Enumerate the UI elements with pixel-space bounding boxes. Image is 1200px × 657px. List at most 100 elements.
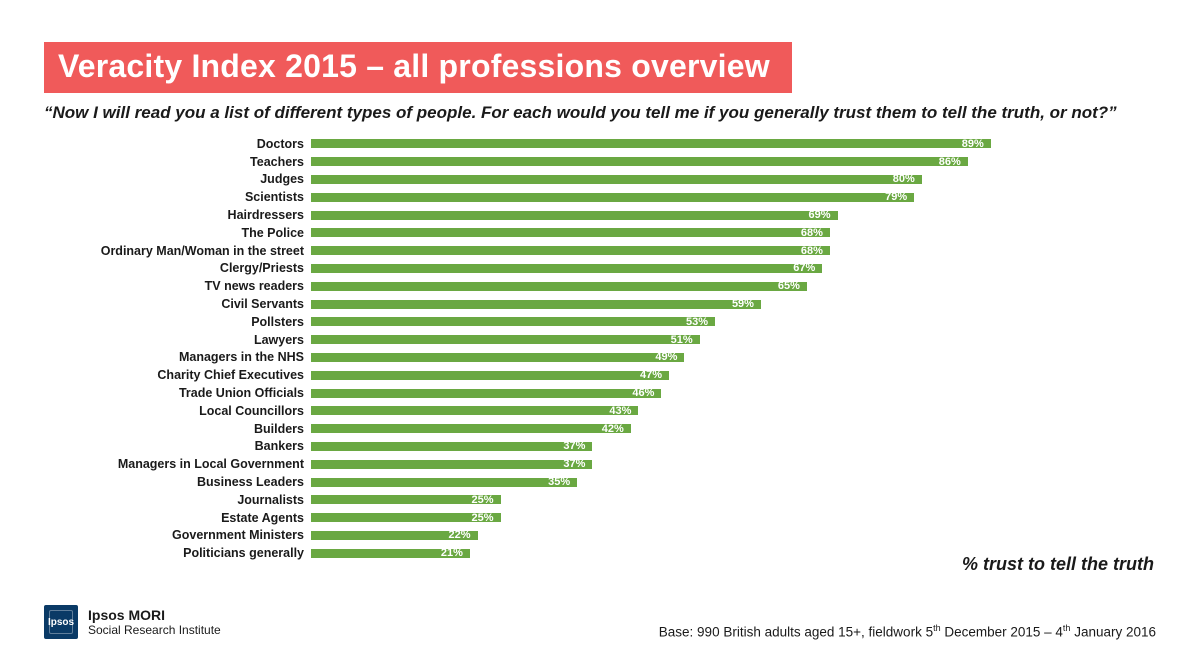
brand-block: Ipsos Ipsos MORI Social Research Institu… (44, 605, 221, 639)
chart-row: Bankers37% (44, 438, 1156, 456)
bar-value-label: 86% (939, 156, 961, 168)
axis-label: % trust to tell the truth (962, 554, 1154, 575)
bar-value-label: 89% (962, 138, 984, 150)
bar (310, 405, 639, 416)
chart-row-label: Builders (44, 422, 310, 436)
bar (310, 459, 593, 470)
chart-row-label: Business Leaders (44, 475, 310, 489)
bar-value-label: 25% (472, 512, 494, 524)
brand-name: Ipsos MORI (88, 607, 221, 623)
bar (310, 388, 662, 399)
bar-track: 47% (310, 370, 1076, 381)
bar-value-label: 69% (809, 209, 831, 221)
chart-row-label: Pollsters (44, 315, 310, 329)
bar-value-label: 68% (801, 227, 823, 239)
bar (310, 138, 992, 149)
bar-track: 37% (310, 459, 1076, 470)
base-note: Base: 990 British adults aged 15+, field… (659, 623, 1156, 640)
chart-row: TV news readers65% (44, 277, 1156, 295)
chart-row-label: Local Councillors (44, 404, 310, 418)
brand-text: Ipsos MORI Social Research Institute (88, 607, 221, 637)
chart-row: Ordinary Man/Woman in the street 68% (44, 242, 1156, 260)
chart-row: Doctors89% (44, 135, 1156, 153)
bar-track: 80% (310, 174, 1076, 185)
bar-value-label: 42% (602, 423, 624, 435)
bar-value-label: 37% (563, 440, 585, 452)
bar (310, 245, 831, 256)
bar-track: 25% (310, 494, 1076, 505)
bar-track: 69% (310, 210, 1076, 221)
chart-row-label: Ordinary Man/Woman in the street (44, 244, 310, 258)
bar-value-label: 43% (609, 405, 631, 417)
chart-row-label: Scientists (44, 190, 310, 204)
ipsos-logo-icon: Ipsos (44, 605, 78, 639)
bar-value-label: 53% (686, 316, 708, 328)
chart-row-label: Charity Chief Executives (44, 368, 310, 382)
chart-row: Business Leaders 35% (44, 473, 1156, 491)
bar-track: 68% (310, 245, 1076, 256)
chart-row: Journalists25% (44, 491, 1156, 509)
bar (310, 299, 762, 310)
chart-row-label: Clergy/Priests (44, 261, 310, 275)
bar-value-label: 47% (640, 369, 662, 381)
bar (310, 477, 578, 488)
chart-row-label: Managers in Local Government (44, 457, 310, 471)
base-note-part: January 2016 (1070, 624, 1156, 639)
bar-track: 51% (310, 334, 1076, 345)
bar-track: 43% (310, 405, 1076, 416)
chart-row: Local Councillors 43% (44, 402, 1156, 420)
chart-row-label: The Police (44, 226, 310, 240)
bar (310, 334, 701, 345)
bar (310, 352, 685, 363)
bar-value-label: 65% (778, 280, 800, 292)
chart-row: Hairdressers69% (44, 206, 1156, 224)
chart-row: Managers in the NHS 49% (44, 349, 1156, 367)
bar (310, 441, 593, 452)
bar (310, 192, 915, 203)
bar-value-label: 68% (801, 245, 823, 257)
bar-value-label: 37% (563, 458, 585, 470)
bar-track: 59% (310, 299, 1076, 310)
chart-row: The Police 68% (44, 224, 1156, 242)
bar-track: 49% (310, 352, 1076, 363)
bar-track: 79% (310, 192, 1076, 203)
bar (310, 174, 923, 185)
page-title: Veracity Index 2015 – all professions ov… (44, 42, 792, 93)
bar (310, 263, 823, 274)
bar-value-label: 59% (732, 298, 754, 310)
chart-row-label: Managers in the NHS (44, 350, 310, 364)
bar (310, 156, 969, 167)
bar-chart: Doctors89%Teachers86%Judges80%Scientists… (44, 135, 1156, 562)
chart-row: Managers in Local Government 37% (44, 455, 1156, 473)
chart-row: Builders 42% (44, 420, 1156, 438)
base-note-part: Base: 990 British adults aged 15+, field… (659, 624, 933, 639)
chart-row: Civil Servants 59% (44, 295, 1156, 313)
chart-row-label: Lawyers (44, 333, 310, 347)
chart-row: Clergy/Priests 67% (44, 260, 1156, 278)
chart-row: Charity Chief Executives 47% (44, 366, 1156, 384)
bar (310, 316, 716, 327)
bar-track: 22% (310, 530, 1076, 541)
bar-track: 25% (310, 512, 1076, 523)
bar (310, 423, 632, 434)
chart-row-label: Civil Servants (44, 297, 310, 311)
chart-row: Trade Union Officials46% (44, 384, 1156, 402)
bar-track: 46% (310, 388, 1076, 399)
bar-value-label: 67% (793, 262, 815, 274)
survey-question: “Now I will read you a list of different… (44, 103, 1156, 123)
bar-track: 37% (310, 441, 1076, 452)
footer: Ipsos Ipsos MORI Social Research Institu… (44, 605, 1156, 639)
chart-row-label: Politicians generally (44, 546, 310, 560)
brand-subname: Social Research Institute (88, 623, 221, 637)
bar-value-label: 49% (655, 351, 677, 363)
bar (310, 210, 839, 221)
bar-value-label: 46% (632, 387, 654, 399)
chart-row: Estate Agents25% (44, 509, 1156, 527)
bar-value-label: 35% (548, 476, 570, 488)
base-note-sup: th (933, 623, 941, 633)
chart-row: Pollsters 53% (44, 313, 1156, 331)
bar-track: 86% (310, 156, 1076, 167)
bar-value-label: 51% (671, 334, 693, 346)
bar-track: 65% (310, 281, 1076, 292)
bar-value-label: 21% (441, 547, 463, 559)
